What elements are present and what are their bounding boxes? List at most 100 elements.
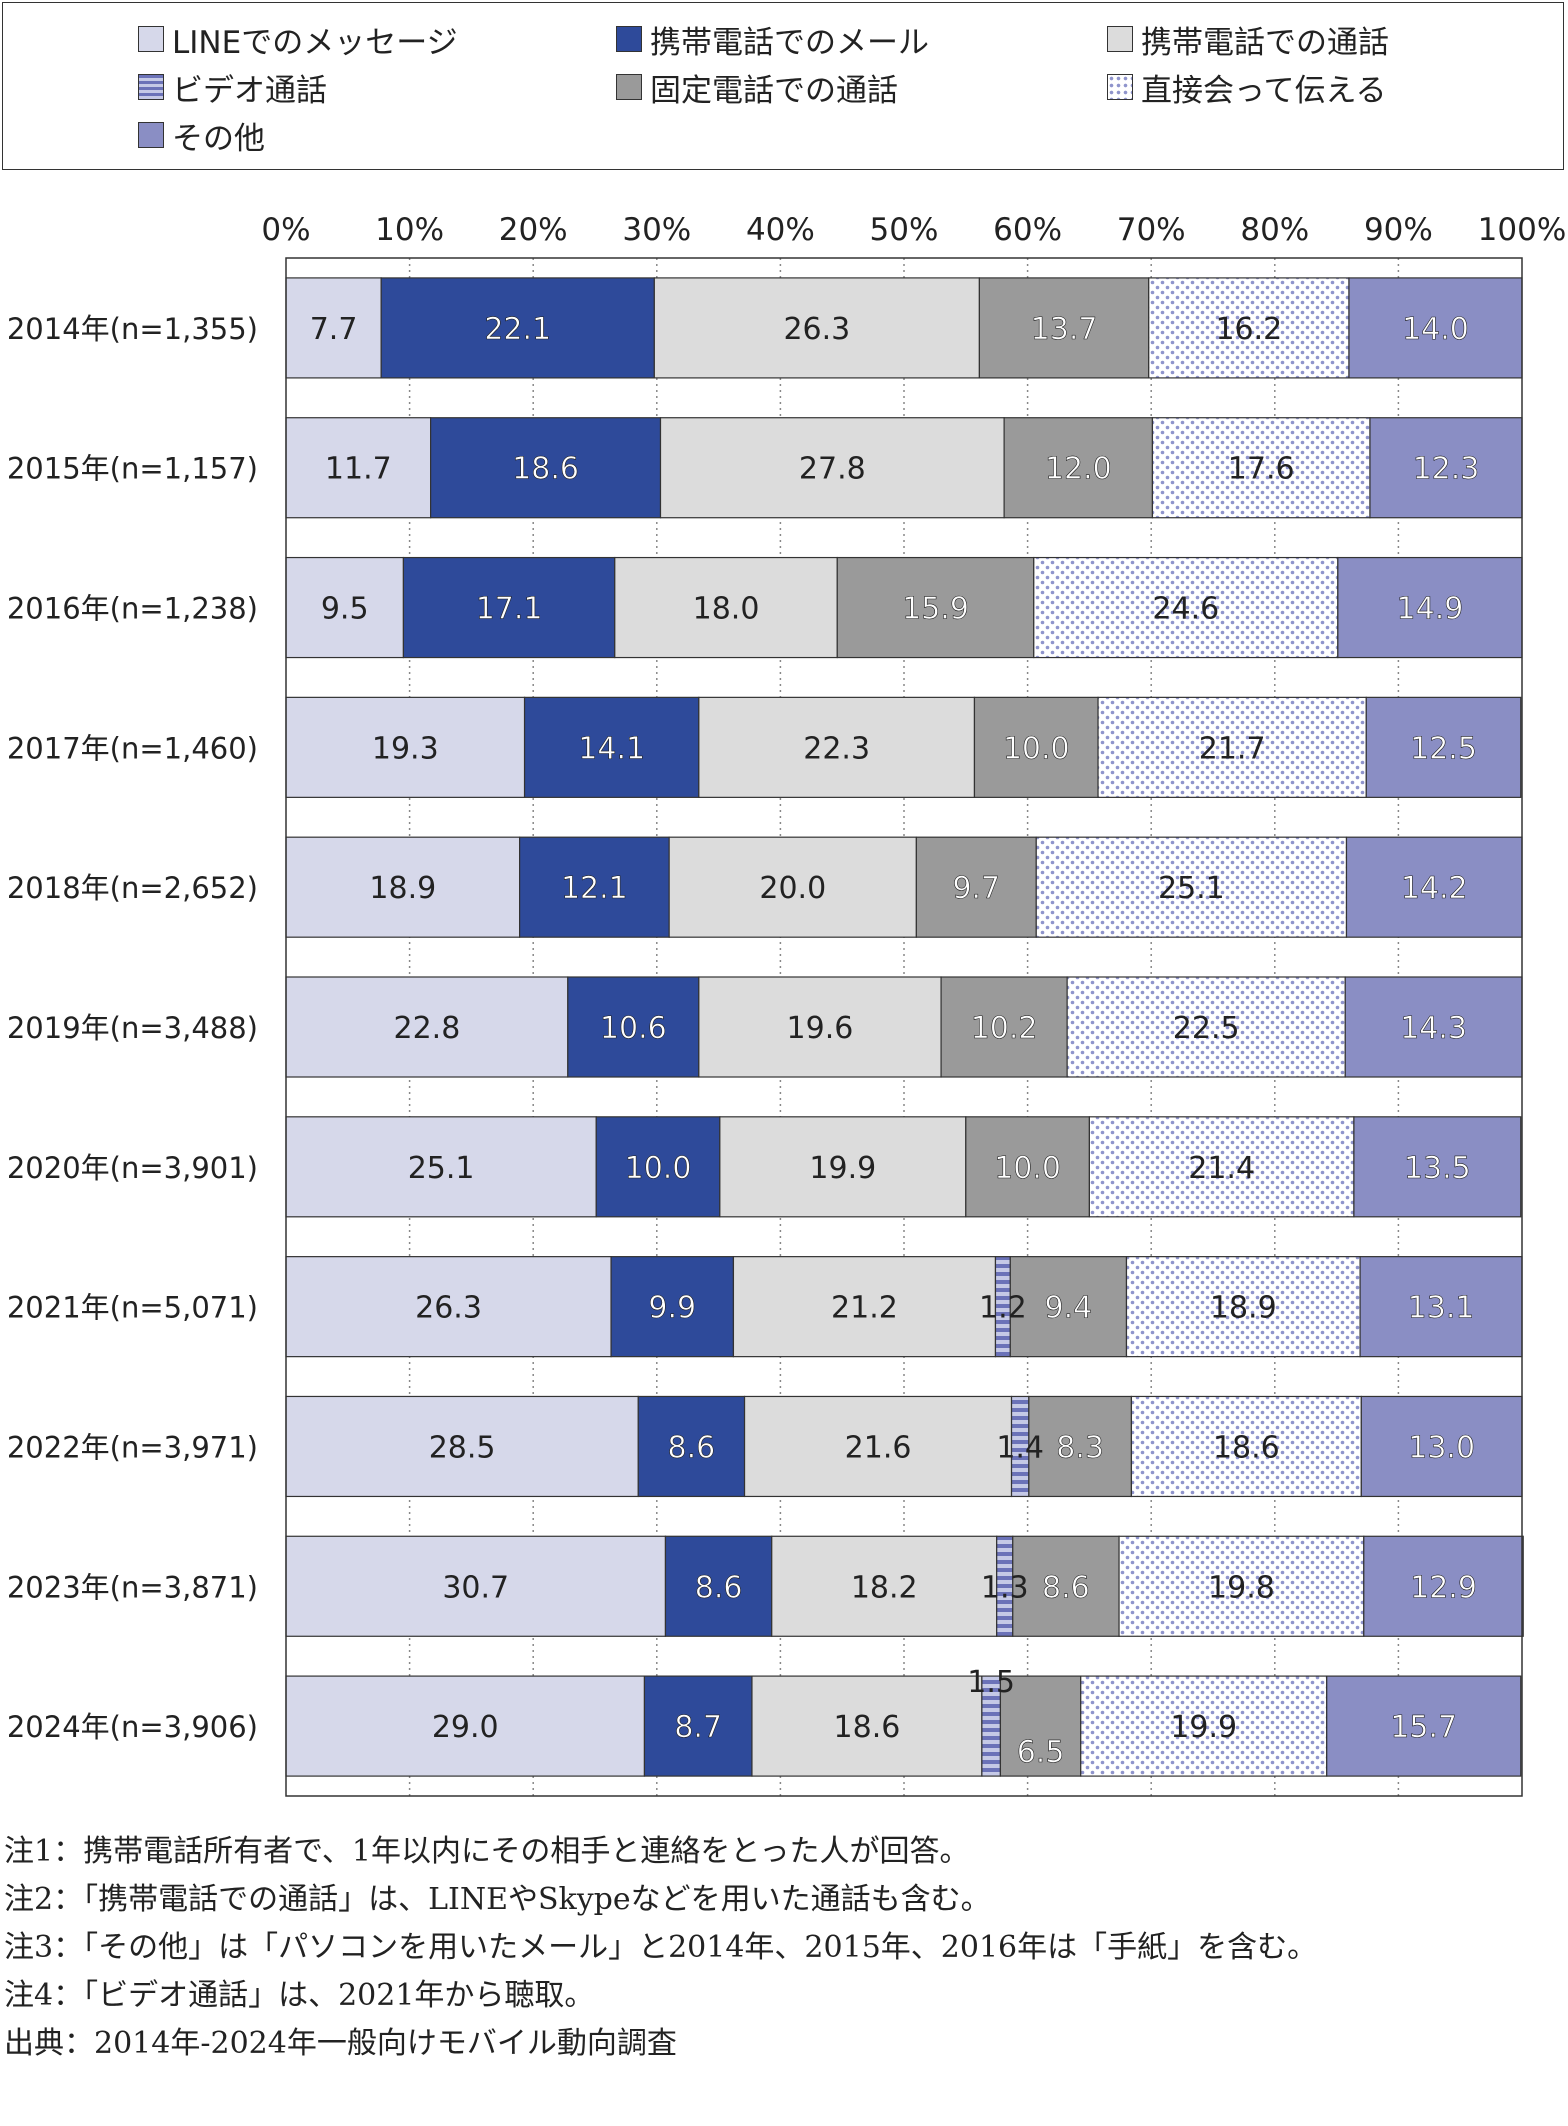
category-label: 2014年(n=1,355) <box>7 312 258 346</box>
x-tick-label: 0% <box>261 212 310 248</box>
x-tick-label: 30% <box>622 212 691 248</box>
bar-segment <box>1080 1675 1328 1777</box>
data-label: 10.0 <box>1003 731 1070 766</box>
data-label: 14.0 <box>1402 312 1469 347</box>
legend-item: ビデオ通話 <box>138 67 327 109</box>
x-tick-label: 40% <box>746 212 815 248</box>
data-label: 9.5 <box>321 592 369 627</box>
stacked-bar-chart: 7.7 22.1 26.3 13.7 16.2 14.0 11.7 18.6 27.8 12.0 1… <box>7 212 1567 1797</box>
legend-item: その他 <box>138 115 265 157</box>
bar-segment <box>643 1675 753 1777</box>
bar-segment <box>1326 1675 1522 1777</box>
data-label: 9.9 <box>648 1291 696 1326</box>
x-tick-label: 10% <box>375 212 444 248</box>
bar-segment <box>610 1256 735 1358</box>
legend-swatch <box>616 26 642 52</box>
bar-segment <box>523 696 700 798</box>
category-label: 2021年(n=5,071) <box>7 1291 258 1325</box>
data-label: 25.1 <box>1158 871 1225 906</box>
bar-segment <box>595 1116 721 1218</box>
data-label: 28.5 <box>429 1430 496 1465</box>
data-label: 21.6 <box>845 1430 912 1465</box>
legend-swatch <box>1107 26 1133 52</box>
data-label: 10.6 <box>600 1011 667 1046</box>
bar-segment <box>1365 696 1522 798</box>
bar-segment <box>519 836 670 938</box>
data-label: 7.7 <box>310 312 358 347</box>
x-tick-label: 20% <box>499 212 568 248</box>
data-label: 19.9 <box>1170 1710 1237 1745</box>
data-label: 19.8 <box>1208 1570 1275 1605</box>
data-label: 18.0 <box>693 592 760 627</box>
source-note: 出典：2014年-2024年一般向けモバイル動向調査 <box>4 2026 677 2061</box>
data-label: 18.9 <box>369 871 436 906</box>
legend-item: LINEでのメッセージ <box>138 19 458 61</box>
bar-segment <box>285 556 405 659</box>
bar-segment <box>698 696 976 798</box>
data-label: 1.5 <box>967 1665 1015 1700</box>
data-label: 17.6 <box>1228 452 1295 487</box>
data-label: 1.3 <box>981 1570 1029 1605</box>
data-label: 30.7 <box>442 1570 509 1605</box>
x-tick-label: 70% <box>1117 212 1186 248</box>
bar-segment <box>664 1535 773 1637</box>
data-label: 1.4 <box>996 1430 1044 1465</box>
data-label: 12.3 <box>1413 452 1480 487</box>
data-label: 26.3 <box>783 312 850 347</box>
category-label: 2018年(n=2,652) <box>7 871 258 905</box>
bar-segment <box>940 976 1068 1078</box>
category-label: 2019年(n=3,488) <box>7 1011 258 1045</box>
bar-segment <box>668 836 917 938</box>
bar-segment <box>1337 556 1523 659</box>
category-label: 2017年(n=1,460) <box>7 731 258 765</box>
bar-segment <box>285 1535 667 1637</box>
data-label: 21.7 <box>1199 731 1266 766</box>
data-label: 25.1 <box>408 1151 475 1186</box>
legend-swatch <box>138 26 164 52</box>
data-label: 12.1 <box>561 871 628 906</box>
legend-label: ビデオ通話 <box>172 72 327 109</box>
bar-segment <box>1345 836 1523 938</box>
data-label: 20.0 <box>759 871 826 906</box>
bar-segment <box>1360 1395 1523 1498</box>
bar-segment <box>1369 417 1523 519</box>
data-label: 14.9 <box>1397 592 1464 627</box>
bar-segment <box>285 1256 612 1358</box>
bar-segment <box>1035 836 1348 938</box>
data-label: 10.2 <box>971 1011 1038 1046</box>
data-label: 19.9 <box>809 1151 876 1186</box>
data-label: 14.2 <box>1401 871 1468 906</box>
data-label: 19.3 <box>372 731 439 766</box>
data-label: 27.8 <box>799 452 866 487</box>
bar-segment <box>402 556 616 659</box>
legend-item: 直接会って伝える <box>1107 67 1387 109</box>
bar-segment <box>698 976 942 1078</box>
x-tick-label: 50% <box>870 212 939 248</box>
data-label: 15.9 <box>902 592 969 627</box>
bar-segment <box>285 277 382 379</box>
x-tick-label: 80% <box>1240 212 1309 248</box>
notes: 注1：携帯電話所有者で、1年以内にその相手と連絡をとった人が回答。 注2：「携帯… <box>4 1828 1564 2068</box>
data-label: 29.0 <box>432 1710 499 1745</box>
bar-segment <box>751 1675 983 1777</box>
bar-segment <box>1148 277 1350 379</box>
bar-segment <box>1363 1535 1524 1637</box>
note-2: 注2：「携帯電話での通話」は、LINEやSkypeなどを用いた通話も含む。 <box>4 1882 991 1917</box>
data-label: 21.2 <box>831 1291 898 1326</box>
data-label: 26.3 <box>415 1291 482 1326</box>
bar-segment <box>1003 417 1154 519</box>
data-label: 8.7 <box>674 1710 722 1745</box>
note-3: 注3：「その他」は「パソコンを用いたメール」と2014年、2015年、2016年… <box>4 1930 1318 1965</box>
data-label: 8.3 <box>1056 1430 1104 1465</box>
x-tick-label: 100% <box>1478 212 1567 248</box>
data-label: 8.6 <box>668 1430 716 1465</box>
data-label: 21.4 <box>1188 1151 1255 1186</box>
bar-segment <box>614 556 838 659</box>
legend-swatch <box>138 122 164 148</box>
legend-label: 固定電話での通話 <box>650 72 898 109</box>
category-label: 2023年(n=3,871) <box>7 1570 258 1604</box>
data-label: 11.7 <box>325 452 392 487</box>
bar-segment <box>1066 976 1346 1078</box>
data-label: 16.2 <box>1215 312 1282 347</box>
bar-segment <box>1033 556 1339 659</box>
